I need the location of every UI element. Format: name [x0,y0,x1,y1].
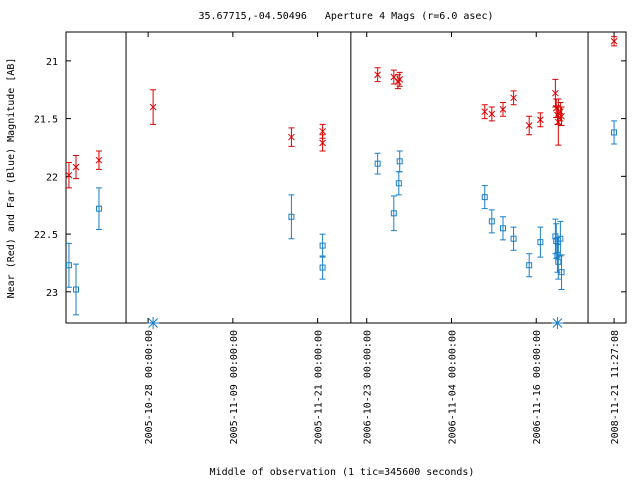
x-tick-label: 2005-11-21 00:00:00 [314,330,325,444]
error-bar [65,242,72,288]
error-bar [396,150,403,173]
point [395,180,402,187]
x-tick-label: 2005-10-28 00:00:00 [144,330,155,444]
point [510,94,517,102]
point [288,133,295,141]
point [558,269,565,276]
point [610,37,618,45]
x-axis-label: Middle of observation (1 tic=345600 seco… [210,467,475,478]
error-bar [73,263,80,316]
x-tick-label: 2006-11-04 00:00:00 [447,330,458,444]
point [396,158,403,165]
point [526,262,533,269]
y-axis-label: Near (Red) and Far (Blue) Magnitude [AB] [6,58,17,299]
x-tick-label: 2006-10-23 00:00:00 [363,330,374,444]
point [551,317,564,329]
point [73,286,80,293]
error-bar [95,187,102,230]
error-bar [557,220,564,257]
point [555,258,562,265]
point [319,127,326,135]
point [319,139,326,147]
point [147,317,160,329]
point [374,160,381,167]
point [149,103,157,111]
point [95,156,103,164]
y-tick-label: 22.5 [34,230,58,241]
point [72,163,80,171]
point [537,116,544,124]
point [488,110,496,118]
x-tick-label: 2008-11-21 11:27:08 [610,330,621,444]
point [288,213,295,220]
point [319,264,326,271]
error-bar [319,255,326,280]
error-bar [374,152,381,175]
point [396,75,404,83]
x-tick-label: 2006-11-16 00:00:00 [532,330,543,444]
plot-frame [65,31,627,324]
point [552,89,559,97]
point [557,235,564,242]
y-tick-label: 22 [46,172,58,183]
point [65,262,72,269]
point [537,239,544,246]
point [525,122,533,129]
y-tick-label: 23 [46,288,58,299]
error-bar [288,194,295,240]
error-bar [558,254,565,291]
error-bar [526,253,533,278]
point [390,210,397,217]
point [95,205,102,212]
x-tick-label: 2005-11-09 00:00:00 [229,330,240,444]
point [558,112,565,120]
error-bar [390,195,397,232]
point [319,242,326,249]
point [499,225,506,232]
point [481,194,488,201]
error-bar [499,216,506,241]
y-tick-label: 21 [46,57,58,68]
error-bar [537,226,544,258]
error-bar [510,226,517,251]
chart-title: 35.67715,-04.50496 Aperture 4 Mags (r=6.… [198,11,493,22]
error-bar [488,209,495,234]
point [374,71,381,79]
error-bar [611,120,618,145]
point [611,129,618,136]
error-bar [481,185,488,210]
point [510,235,517,242]
point [488,218,495,225]
point [499,106,507,113]
point [481,108,489,116]
point [65,171,73,179]
y-tick-label: 21.5 [34,115,58,126]
